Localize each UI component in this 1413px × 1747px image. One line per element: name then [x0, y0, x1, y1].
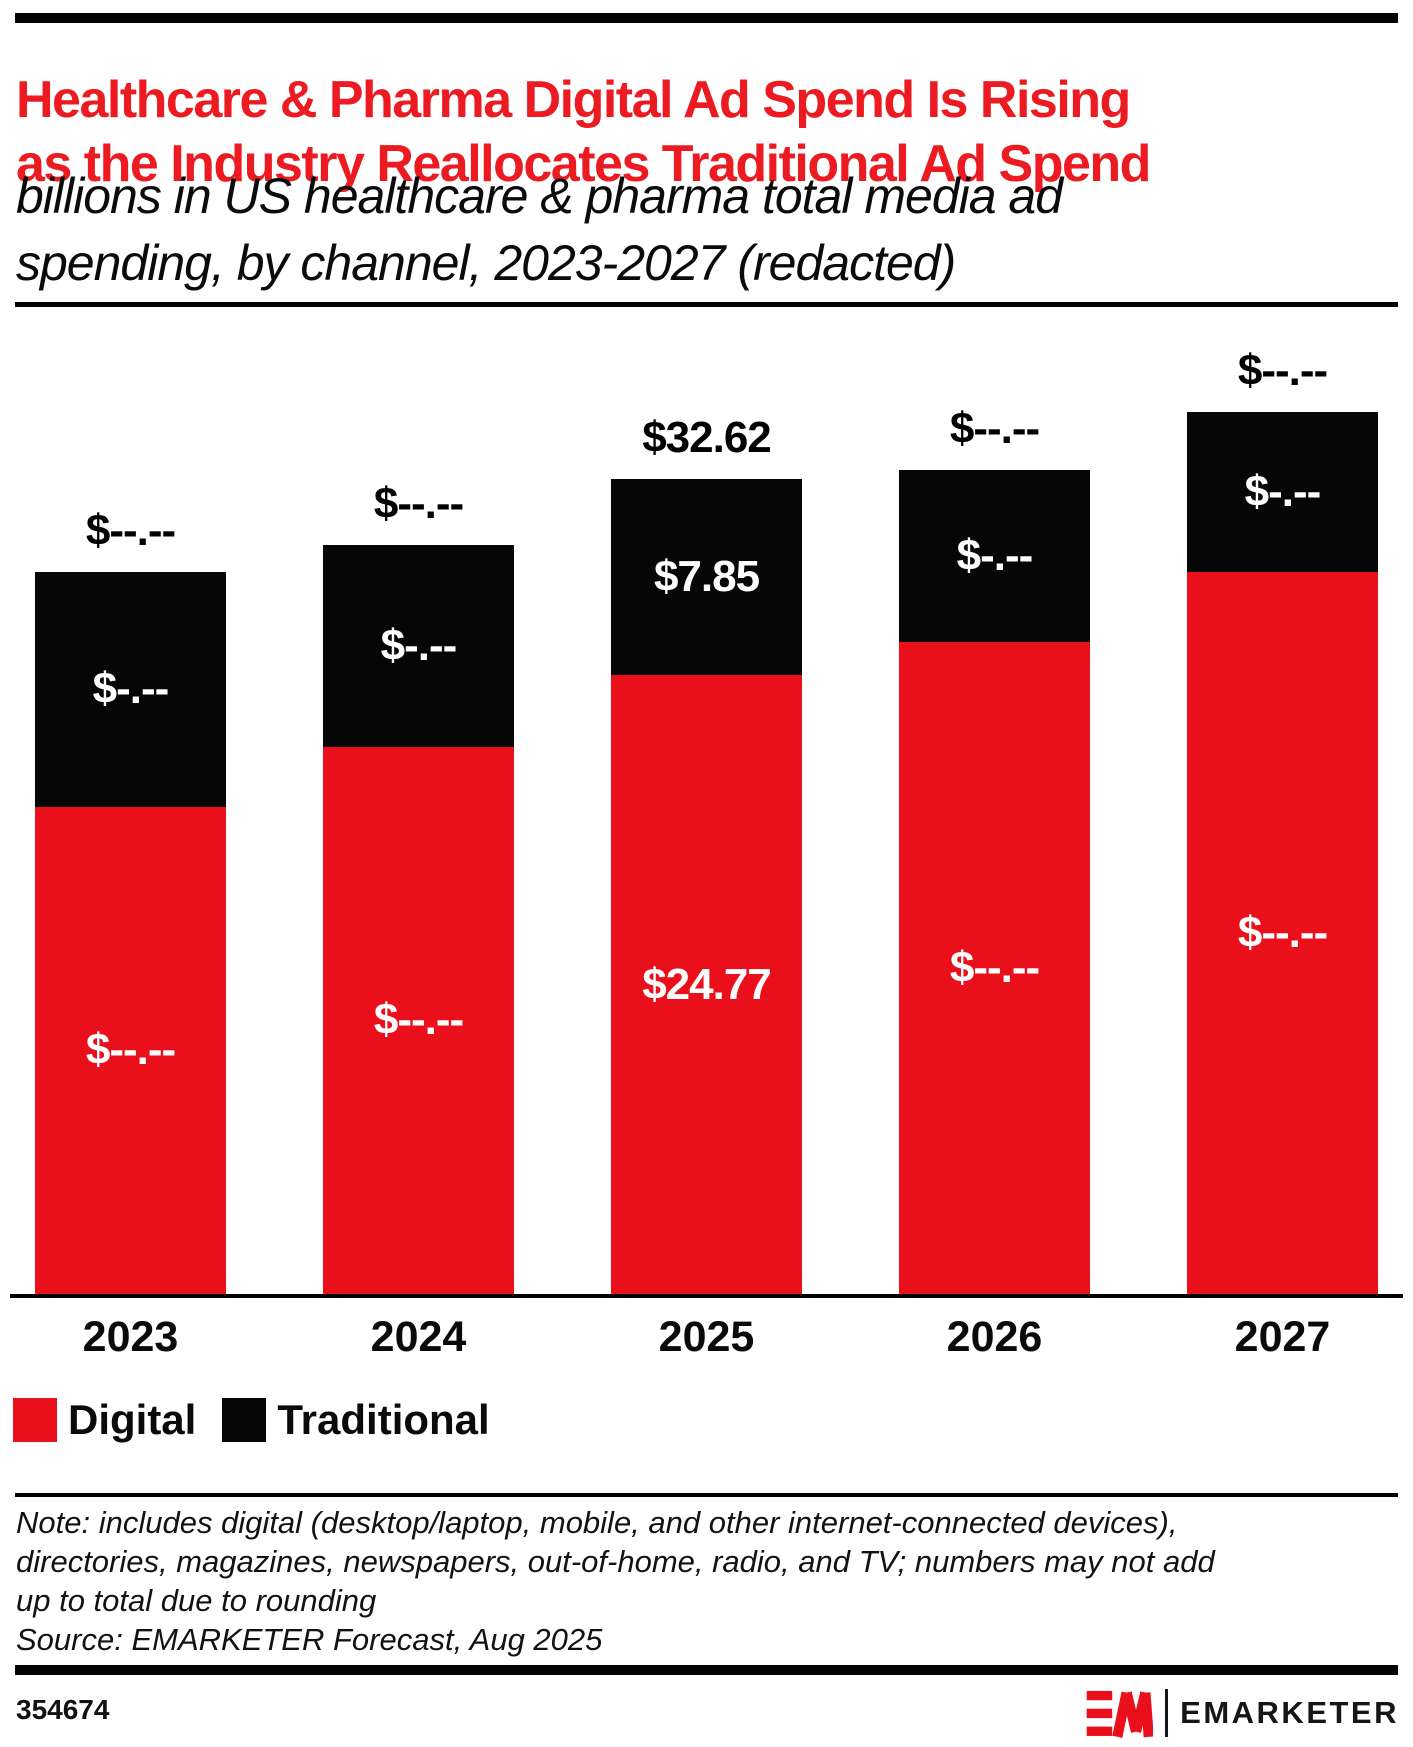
bar-2027: $--.-- $-.-- $--.-- [1187, 346, 1378, 1294]
digital-value-label: $24.77 [642, 959, 772, 1009]
legend-label-traditional: Traditional [277, 1396, 490, 1443]
brand-wordmark: EMARKETER [1180, 1695, 1399, 1730]
digital-value-label: $--.-- [1237, 908, 1328, 958]
stacked-bar-plot-area: $--.-- $-.-- $--.-- $--.-- $-.-- $--.-- $32.62… [0, 307, 1413, 1294]
legend-item-digital: Digital [13, 1396, 196, 1444]
digital-segment: $--.-- [1187, 572, 1378, 1294]
total-value-label: $--.-- [373, 478, 464, 528]
digital-segment: $--.-- [899, 642, 1090, 1294]
total-value-label: $--.-- [1237, 346, 1328, 396]
x-axis-labels: 2023 2024 2025 2026 2027 [0, 1313, 1413, 1363]
title-line-2: as the Industry Reallocates Traditional … [16, 134, 1151, 193]
traditional-segment: $-.-- [323, 544, 514, 747]
bar-2024: $--.-- $-.-- $--.-- [323, 479, 514, 1294]
note-line-2: directories, magazines, newspapers, out-… [16, 1544, 1215, 1579]
bar-2025: $32.62 $7.85 $24.77 [611, 413, 802, 1294]
digital-value-label: $--.-- [949, 943, 1040, 993]
digital-value-label: $--.-- [373, 995, 464, 1045]
digital-swatch-icon [13, 1398, 57, 1442]
footnote: Note: includes digital (desktop/laptop, … [16, 1503, 1401, 1659]
legend-label-digital: Digital [68, 1396, 197, 1443]
x-axis-line [10, 1294, 1403, 1298]
note-line-1: Note: includes digital (desktop/laptop, … [16, 1505, 1178, 1540]
chart-legend: Digital Traditional [13, 1396, 490, 1444]
bottom-rule [15, 1665, 1398, 1675]
emarketer-monogram-icon [1086, 1690, 1154, 1738]
page-title: Healthcare & Pharma Digital Ad Spend Is … [16, 68, 1406, 196]
total-value-label: $--.-- [85, 506, 176, 556]
total-value-label: $--.-- [949, 403, 1040, 453]
chart-id: 354674 [16, 1694, 110, 1725]
digital-segment: $--.-- [323, 746, 514, 1294]
source-line: Source: EMARKETER Forecast, Aug 2025 [16, 1622, 603, 1657]
traditional-swatch-icon [222, 1398, 267, 1442]
total-value-label: $32.62 [642, 413, 772, 463]
footnote-divider-rule [15, 1493, 1398, 1497]
logo-divider [1165, 1689, 1169, 1737]
digital-segment: $24.77 [611, 675, 802, 1294]
year-label-2026: 2026 [946, 1313, 1043, 1361]
title-line-1: Healthcare & Pharma Digital Ad Spend Is … [16, 70, 1131, 129]
subtitle-line-2: spending, by channel, 2023-2027 (redacte… [16, 235, 956, 291]
legend-item-traditional: Traditional [222, 1396, 490, 1444]
traditional-value-label: $-.-- [1244, 467, 1322, 517]
traditional-segment: $7.85 [611, 479, 802, 676]
emarketer-logo: EMARKETER [1085, 1684, 1399, 1742]
traditional-value-label: $-.-- [380, 620, 458, 670]
traditional-segment: $-.-- [35, 572, 226, 807]
top-rule [15, 13, 1398, 23]
chart-subtitle: billions in US healthcare & pharma total… [16, 163, 1406, 297]
year-label-2025: 2025 [658, 1313, 755, 1361]
header-divider-rule [15, 302, 1398, 307]
year-label-2024: 2024 [370, 1313, 467, 1361]
bar-2026: $--.-- $-.-- $--.-- [899, 404, 1090, 1294]
digital-segment: $--.-- [35, 806, 226, 1294]
year-label-2027: 2027 [1234, 1313, 1331, 1361]
year-label-2023: 2023 [82, 1313, 179, 1361]
digital-value-label: $--.-- [85, 1025, 176, 1075]
traditional-value-label: $-.-- [92, 664, 170, 714]
bar-2023: $--.-- $-.-- $--.-- [35, 506, 226, 1294]
traditional-value-label: $7.85 [653, 552, 760, 602]
traditional-segment: $-.-- [899, 469, 1090, 643]
traditional-segment: $-.-- [1187, 412, 1378, 573]
subtitle-line-1: billions in US healthcare & pharma total… [16, 168, 1063, 224]
note-line-3: up to total due to rounding [16, 1583, 377, 1618]
traditional-value-label: $-.-- [956, 530, 1034, 580]
